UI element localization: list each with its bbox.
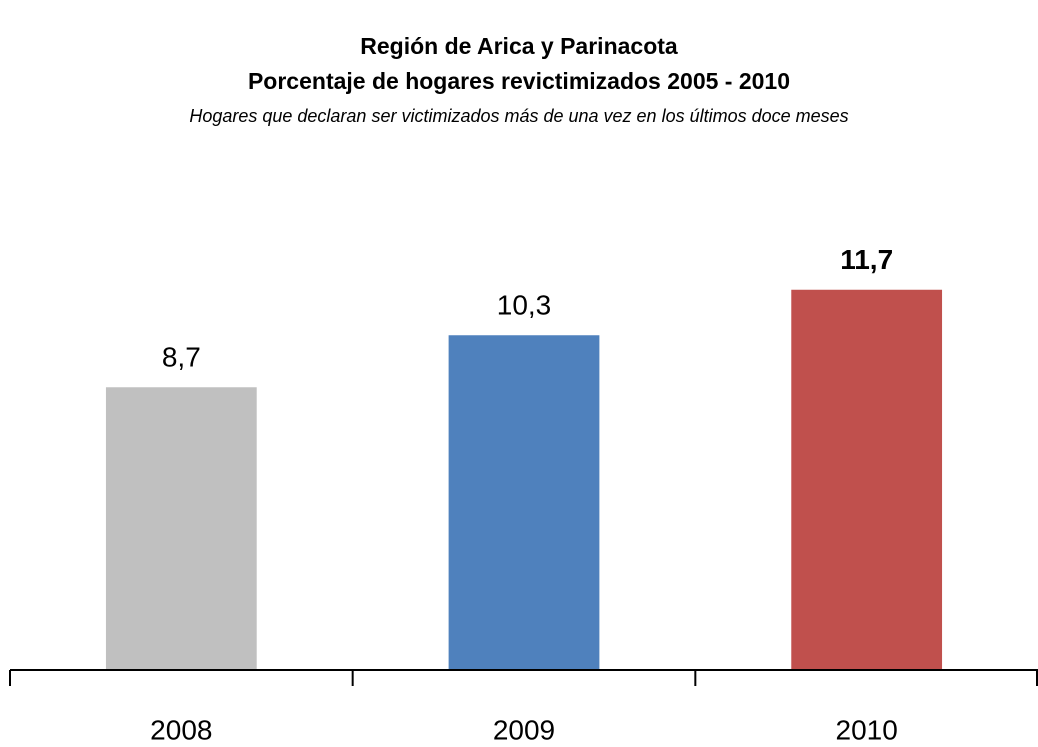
value-label: 8,7 xyxy=(162,342,201,373)
x-tick-label: 2009 xyxy=(493,714,555,745)
chart-title: Región de Arica y Parinacota xyxy=(360,33,678,59)
x-tick-label: 2010 xyxy=(836,714,898,745)
value-label: 10,3 xyxy=(497,290,552,321)
chart-note: Hogares que declaran ser victimizados má… xyxy=(189,106,848,126)
bar xyxy=(448,335,600,670)
x-tick-label: 2008 xyxy=(150,714,212,745)
chart-subtitle: Porcentaje de hogares revictimizados 200… xyxy=(248,68,790,94)
value-label: 11,7 xyxy=(840,244,893,275)
bar xyxy=(105,387,257,670)
bar xyxy=(791,289,943,670)
